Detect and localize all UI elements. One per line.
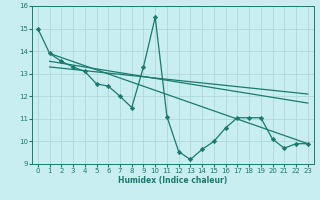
X-axis label: Humidex (Indice chaleur): Humidex (Indice chaleur) bbox=[118, 176, 228, 185]
